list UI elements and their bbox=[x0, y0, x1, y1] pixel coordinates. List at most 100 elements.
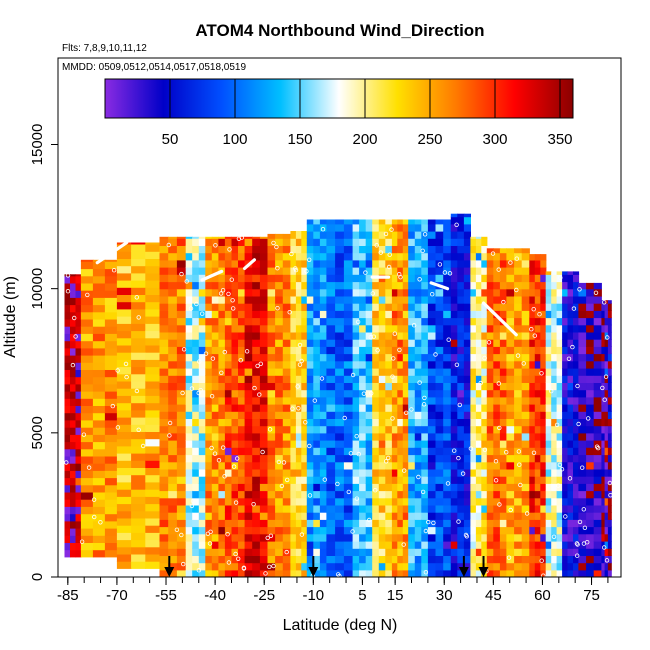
heatmap-cell bbox=[481, 512, 488, 520]
heatmap-cell bbox=[259, 404, 269, 412]
heatmap-cell bbox=[359, 468, 367, 477]
heatmap-cell bbox=[75, 297, 82, 306]
heatmap-cell bbox=[244, 245, 253, 254]
heatmap-cell bbox=[116, 337, 132, 346]
heatmap-cell bbox=[218, 295, 226, 304]
heatmap-cell bbox=[211, 324, 219, 333]
heatmap-cell bbox=[443, 310, 452, 319]
heatmap-cell bbox=[159, 281, 169, 290]
track-point bbox=[537, 312, 542, 317]
track-point bbox=[166, 242, 171, 248]
heatmap-cell bbox=[586, 411, 595, 419]
heatmap-cell bbox=[607, 317, 612, 326]
heatmap-cell bbox=[529, 396, 536, 405]
heatmap-cell bbox=[481, 295, 488, 304]
heatmap-cell bbox=[408, 504, 416, 513]
heatmap-cell bbox=[295, 317, 302, 326]
heatmap-cell bbox=[185, 548, 193, 556]
heatmap-cell bbox=[64, 520, 71, 529]
heatmap-cell bbox=[365, 490, 373, 499]
heatmap-cell bbox=[319, 447, 327, 456]
heatmap-cell bbox=[185, 346, 193, 355]
heatmap-cell bbox=[470, 331, 477, 340]
heatmap-cell bbox=[176, 562, 187, 571]
x-tick-label: -10 bbox=[302, 587, 324, 604]
heatmap-cell bbox=[290, 548, 297, 556]
track-point bbox=[402, 468, 407, 473]
heatmap-cell bbox=[301, 468, 308, 477]
heatmap-cell bbox=[282, 310, 291, 319]
heatmap-cell bbox=[567, 375, 574, 383]
heatmap-cell bbox=[567, 331, 574, 340]
heatmap-cell bbox=[168, 526, 178, 535]
heatmap-cell bbox=[397, 295, 404, 304]
heatmap-cell bbox=[185, 432, 193, 441]
heatmap-cell bbox=[529, 454, 536, 463]
track-segment bbox=[242, 258, 256, 271]
heatmap-cell bbox=[402, 468, 409, 477]
heatmap-cell bbox=[176, 432, 187, 441]
heatmap-cell bbox=[319, 317, 327, 326]
heatmap-cell bbox=[365, 288, 373, 297]
heatmap-cell bbox=[475, 259, 482, 268]
heatmap-cell bbox=[450, 245, 458, 254]
heatmap-cell bbox=[168, 259, 178, 268]
heatmap-cell bbox=[567, 425, 574, 434]
track-point bbox=[577, 519, 583, 525]
heatmap-cell bbox=[402, 274, 409, 283]
heatmap-cell bbox=[176, 236, 187, 239]
heatmap-cell bbox=[282, 368, 291, 376]
heatmap-cell bbox=[326, 310, 336, 319]
heatmap-cell bbox=[252, 533, 261, 542]
heatmap-cell bbox=[601, 432, 606, 441]
heatmap-cell bbox=[211, 519, 219, 528]
heatmap-cell bbox=[607, 404, 612, 412]
heatmap-cell bbox=[427, 317, 437, 326]
heatmap-cell bbox=[385, 281, 393, 290]
heatmap-cell bbox=[506, 490, 515, 499]
heatmap-cell bbox=[604, 382, 609, 391]
heatmap-cell bbox=[475, 404, 482, 412]
heatmap-cell bbox=[372, 440, 380, 448]
heatmap-cell bbox=[402, 346, 409, 355]
heatmap-cell bbox=[486, 375, 494, 383]
heatmap-cell bbox=[252, 267, 261, 275]
heatmap-cell bbox=[481, 497, 488, 506]
heatmap-cell bbox=[104, 506, 118, 515]
track-point bbox=[297, 342, 303, 348]
heatmap-cell bbox=[556, 541, 563, 549]
heatmap-cell bbox=[192, 411, 200, 419]
heatmap-cell bbox=[521, 512, 530, 520]
heatmap-cell bbox=[92, 542, 106, 551]
heatmap-cell bbox=[70, 491, 77, 500]
track-point bbox=[529, 327, 534, 332]
heatmap-cell bbox=[562, 281, 569, 290]
heatmap-cell bbox=[578, 425, 587, 434]
heatmap-cell bbox=[319, 331, 327, 340]
heatmap-cell bbox=[402, 238, 409, 246]
heatmap-cell bbox=[244, 440, 253, 448]
heatmap-cell bbox=[470, 512, 477, 520]
heatmap-cell bbox=[521, 519, 530, 528]
heatmap-cell bbox=[402, 483, 409, 492]
heatmap-cell bbox=[435, 497, 444, 506]
heatmap-cell bbox=[92, 362, 106, 370]
heatmap-cell bbox=[551, 411, 558, 419]
heatmap-cell bbox=[506, 526, 515, 535]
heatmap-cell bbox=[378, 331, 386, 340]
heatmap-cell bbox=[295, 562, 302, 571]
heatmap-cell bbox=[551, 440, 558, 448]
heatmap-cell bbox=[335, 476, 345, 484]
heatmap-cell bbox=[493, 375, 501, 383]
heatmap-cell bbox=[145, 496, 161, 505]
heatmap-cell bbox=[252, 526, 261, 535]
heatmap-cell bbox=[493, 248, 501, 254]
heatmap-cell bbox=[205, 339, 213, 347]
heatmap-cell bbox=[131, 453, 146, 461]
heatmap-cell bbox=[159, 382, 169, 391]
heatmap-cell bbox=[521, 490, 530, 499]
heatmap-cell bbox=[402, 353, 409, 362]
heatmap-cell bbox=[168, 533, 178, 542]
heatmap-cell bbox=[70, 376, 77, 385]
heatmap-cell bbox=[486, 555, 494, 564]
